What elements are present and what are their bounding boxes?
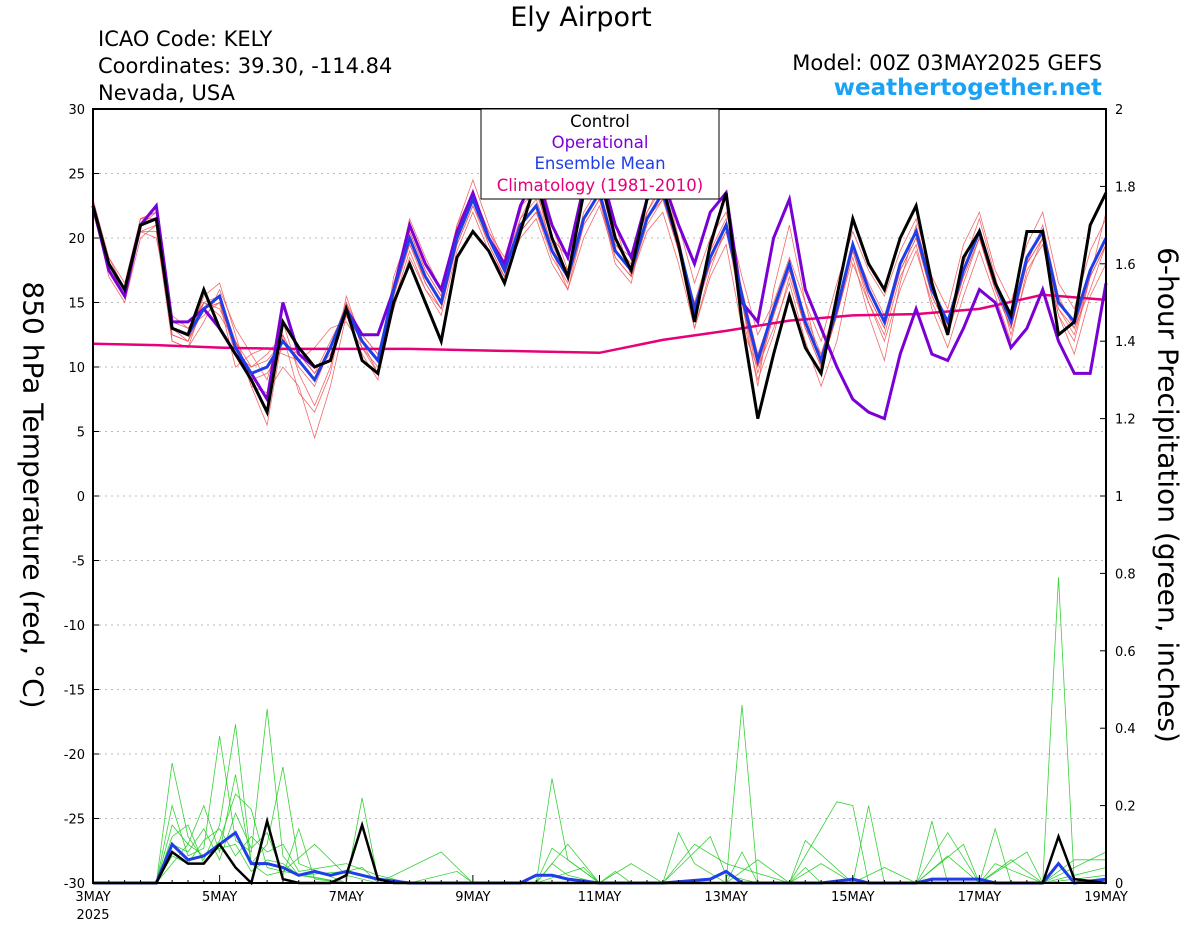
- legend: Control Operational Ensemble Mean Climat…: [480, 108, 720, 200]
- left-tick-label: 30: [68, 103, 85, 118]
- left-tick-label: 5: [77, 426, 85, 441]
- x-tick-label: 9MAY: [455, 890, 490, 905]
- precipitation-member-line: [93, 577, 1106, 884]
- precipitation-member-line: [93, 708, 1106, 884]
- right-tick-label: 0.2: [1115, 800, 1136, 815]
- x-tick-label: 11MAY: [578, 890, 622, 905]
- precipitation-member-line: [93, 766, 1107, 884]
- operational-line: [91, 163, 1108, 421]
- left-tick-label: -25: [64, 813, 85, 828]
- x-tick-label: 13MAY: [704, 890, 748, 905]
- right-tick-label: 1.8: [1115, 180, 1136, 195]
- coordinates: Coordinates: 39.30, -114.84: [98, 54, 393, 78]
- right-tick-label: 0.8: [1115, 567, 1136, 582]
- left-tick-label: -10: [64, 619, 85, 634]
- main-series: [91, 163, 1108, 886]
- left-axis-ticks: 30 25 20 15 10 5 0 -5 -10 -15 -20 -25 -30: [64, 103, 99, 892]
- x-axis-ticks: 3MAY 2025 5MAY 7MAY 9MAY 11MAY 13MAY 15MAY 17MAY…: [75, 875, 1128, 923]
- legend-ensemble-mean: Ensemble Mean: [534, 154, 665, 173]
- left-tick-label: -30: [64, 877, 85, 892]
- left-tick-label: 20: [68, 232, 85, 247]
- temperature-member-line: [92, 204, 1107, 388]
- x-tick-label: 7MAY: [329, 890, 364, 905]
- legend-operational: Operational: [552, 133, 649, 152]
- x-tick-label: 5MAY: [202, 890, 237, 905]
- right-tick-label: 0: [1115, 877, 1123, 892]
- left-tick-label: -5: [72, 555, 85, 570]
- left-tick-label: 25: [68, 168, 85, 183]
- right-tick-label: 1.4: [1115, 335, 1136, 350]
- right-axis-ticks: 2 1.8 1.6 1.4 1.2 1 0.8 0.6 0.4 0.2 0: [1100, 103, 1136, 892]
- chart-title: Ely Airport: [510, 2, 652, 33]
- grid-lines: [93, 173, 1106, 819]
- site-link[interactable]: weathertogether.net: [833, 75, 1102, 101]
- right-tick-label: 1: [1115, 490, 1123, 505]
- x-tick-label: 15MAY: [831, 890, 875, 905]
- right-tick-label: 0.6: [1115, 645, 1136, 660]
- x-tick-label: 17MAY: [958, 890, 1002, 905]
- left-tick-label: -20: [64, 748, 85, 763]
- climatology-line: [92, 293, 1107, 355]
- icao-code: ICAO Code: KELY: [98, 27, 273, 51]
- left-tick-label: -15: [64, 684, 85, 699]
- right-tick-label: 2: [1115, 103, 1123, 118]
- left-tick-label: 15: [68, 297, 85, 312]
- right-tick-label: 1.2: [1115, 413, 1136, 428]
- precipitation-ensemble-members: [93, 577, 1107, 884]
- model-run: Model: 00Z 03MAY2025 GEFS: [792, 51, 1102, 75]
- x-tick-sublabel: 2025: [76, 908, 109, 923]
- left-tick-label: 10: [68, 361, 85, 376]
- precip-ensemble-mean-line: [93, 830, 1107, 885]
- legend-control: Control: [570, 112, 630, 131]
- x-tick-label: 3MAY: [75, 890, 110, 905]
- left-tick-label: 0: [77, 490, 85, 505]
- legend-box: [480, 108, 720, 200]
- y-axis-right-label: 6-hour Precipitation (green, inches): [1151, 247, 1185, 743]
- legend-climatology: Climatology (1981-2010): [497, 176, 703, 195]
- y-axis-left-label: 850 hPa Temperature (red, °C): [16, 281, 50, 709]
- x-tick-label: 19MAY: [1084, 890, 1128, 905]
- precipitation-member-line: [93, 828, 1106, 884]
- region: Nevada, USA: [98, 81, 235, 105]
- right-tick-label: 1.6: [1115, 258, 1136, 273]
- right-tick-label: 0.4: [1115, 722, 1136, 737]
